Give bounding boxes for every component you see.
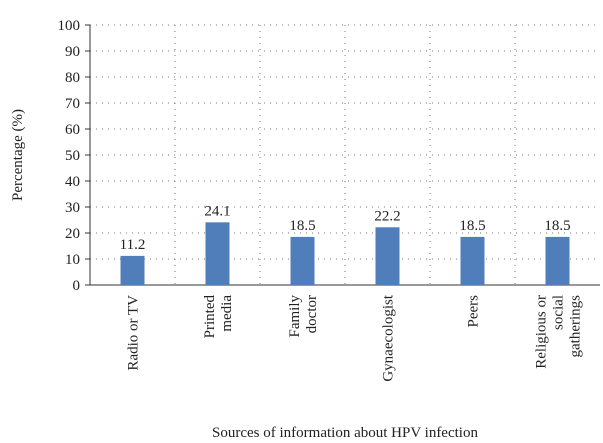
x-tick-label-line: Peers	[466, 295, 482, 328]
y-tick-label: 30	[65, 200, 80, 216]
x-tick-label-line: Radio or TV	[126, 295, 142, 371]
x-axis-label: Sources of information about HPV infecti…	[212, 425, 478, 441]
bar	[120, 255, 145, 285]
y-tick-label: 40	[65, 174, 80, 190]
bar	[545, 236, 570, 285]
y-tick-label: 100	[58, 18, 81, 34]
y-tick-label: 10	[65, 252, 80, 268]
x-tick-label: Religious orsocialgatherings	[534, 295, 584, 369]
value-label: 18.5	[544, 218, 570, 234]
y-tick-label: 20	[65, 226, 80, 242]
y-tick-label: 80	[65, 70, 80, 86]
y-tick-label: 90	[65, 44, 80, 60]
bar	[205, 222, 230, 285]
bar	[460, 236, 485, 285]
y-axis-label: Percentage (%)	[10, 109, 26, 201]
value-label: 11.2	[120, 237, 146, 253]
value-label: 18.5	[459, 218, 485, 234]
x-tick-label-line: media	[219, 295, 235, 332]
y-tick-label: 60	[65, 122, 80, 138]
x-tick-label: Gynaecologist	[381, 294, 397, 381]
bar	[290, 236, 315, 285]
x-tick-label: Peers	[466, 295, 482, 328]
x-tick-label-line: gatherings	[568, 295, 584, 358]
value-label: 24.1	[204, 203, 230, 219]
x-tick-label-line: doctor	[304, 295, 320, 333]
y-tick-label: 0	[73, 278, 81, 294]
x-tick-label-line: Family	[287, 295, 303, 338]
value-label: 22.2	[374, 208, 400, 224]
x-tick-label-line: social	[551, 295, 567, 330]
x-tick-label: Radio or TV	[126, 295, 142, 371]
x-tick-label-line: Gynaecologist	[381, 294, 397, 381]
y-tick-label: 50	[65, 148, 80, 164]
y-tick-label: 70	[65, 96, 80, 112]
x-tick-label: Familydoctor	[287, 295, 320, 338]
x-tick-label-line: Religious or	[534, 295, 550, 369]
x-tick-label: Printedmedia	[202, 295, 235, 339]
bar	[375, 227, 400, 285]
x-tick-label-line: Printed	[202, 295, 218, 339]
value-label: 18.5	[289, 218, 315, 234]
